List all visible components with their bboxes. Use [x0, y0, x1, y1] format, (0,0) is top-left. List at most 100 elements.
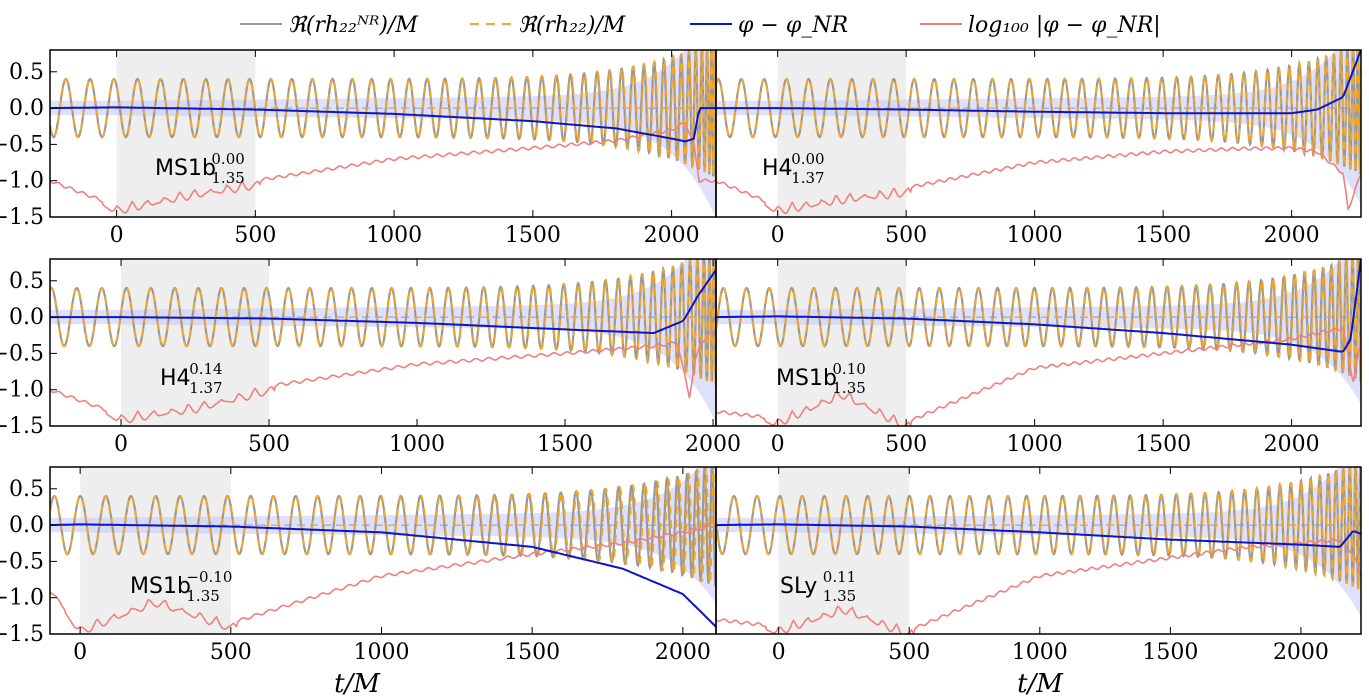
- log-error-line: [716, 537, 1361, 634]
- phase-difference-line: [716, 50, 1361, 115]
- y-tick-label: −0.5: [0, 549, 44, 574]
- panel-label: SLy 0.111.35: [780, 568, 856, 605]
- y-tick-label: −1.5: [0, 414, 44, 439]
- y-tick-label: 0.5: [9, 269, 44, 294]
- alignment-window: [80, 467, 231, 634]
- panels: 0.50.0−0.5−1.0−1.50500100015002000MS1b0.…: [0, 49, 1362, 665]
- x-tick-label: 2000: [1273, 640, 1329, 665]
- phase-difference-line: [50, 523, 716, 628]
- x-tick-label: 2000: [644, 223, 700, 248]
- x-tick-label: 500: [210, 640, 252, 665]
- x-tick-label: 0: [771, 223, 785, 248]
- plot-area: [50, 467, 716, 634]
- y-tick-label: 0.0: [9, 96, 44, 121]
- panel-2: 0 500 1000 1500 2000 H40.001.37: [715, 49, 1362, 248]
- y-tick-label: −1.0: [0, 378, 44, 403]
- legend-item: ℜ(rh₂₂)/M: [470, 13, 626, 38]
- model-waveform-line: [50, 467, 716, 585]
- model-waveform-line: [50, 259, 716, 386]
- legend-label: ℜ(rh₂₂ᴺᴿ)/M: [288, 13, 418, 38]
- log-error-line: [50, 524, 716, 633]
- panel-label-subscript: 1.35: [832, 379, 865, 397]
- y-tick-label: −1.0: [0, 169, 44, 194]
- y-tick-label: 0.0: [9, 513, 44, 538]
- y-tick-label: 0.5: [9, 60, 44, 85]
- x-tick-label: 2000: [685, 432, 741, 457]
- x-tick-label: 1000: [1007, 223, 1063, 248]
- panel-label-subscript: 1.35: [186, 587, 219, 605]
- alignment-window: [778, 467, 910, 634]
- panel-label-superscript: 0.14: [189, 360, 222, 378]
- alignment-window: [116, 50, 256, 217]
- y-tick-label: −0.5: [0, 341, 44, 366]
- x-tick-label: 1500: [504, 640, 560, 665]
- legend-label: φ − φ_NR: [738, 13, 848, 38]
- panel-label-superscript: 0.00: [791, 150, 824, 168]
- legend: ℜ(rh₂₂ᴺᴿ)/M ℜ(rh₂₂)/M φ − φ_NR log₁₀₀ |φ − …: [240, 13, 1161, 38]
- phase-difference-line: [716, 259, 1361, 353]
- x-tick-label: 500: [885, 432, 927, 457]
- panel-label-base: MS1b: [155, 156, 216, 181]
- x-tick-label: 1000: [389, 432, 445, 457]
- model-waveform-line: [716, 259, 1361, 381]
- model-waveform-line: [716, 50, 1361, 174]
- y-tick-label: −1.5: [0, 205, 44, 230]
- panel-1: 0.5 0.0 −0.5 −1.0 −1.5 0 500 1000 1500 2000 MS1b0.…: [0, 49, 717, 248]
- panel-label-superscript: 0.00: [211, 150, 244, 168]
- legend-item: ℜ(rh₂₂ᴺᴿ)/M: [240, 13, 418, 38]
- x-tick-label: 500: [888, 640, 930, 665]
- legend-label: ℜ(rh₂₂)/M: [518, 13, 626, 38]
- phase-difference-line: [50, 269, 716, 335]
- x-tick-label: 1500: [505, 223, 561, 248]
- panel-label-superscript: −0.10: [186, 568, 232, 586]
- log-error-line: [50, 328, 716, 424]
- legend-item: log₁₀₀ |φ − φ_NR|: [920, 13, 1161, 38]
- panel-label-base: SLy: [780, 574, 817, 599]
- panel-label: H40.141.37: [160, 360, 223, 397]
- x-tick-label: 1500: [537, 432, 593, 457]
- panel-frame: [715, 258, 1362, 427]
- x-tick-label: 1000: [353, 640, 409, 665]
- panel-label: MS1b−0.101.35: [130, 568, 232, 605]
- y-tick-label: 0.0: [9, 305, 44, 330]
- panel-5: 0.5 0.0 −0.5 −1.0 −1.5 0 500 1000 1500 2000 MS1b−0…: [0, 466, 717, 665]
- x-tick-label: 1000: [1012, 640, 1068, 665]
- panel-label: H40.001.37: [762, 150, 825, 187]
- y-tick-label: −0.5: [0, 132, 44, 157]
- x-tick-label: 500: [234, 223, 276, 248]
- x-tick-label: 0: [771, 432, 785, 457]
- panel-label-superscript: 0.11: [823, 568, 856, 586]
- plot-area: [50, 259, 716, 426]
- x-axis-label-left: t/M: [334, 669, 381, 699]
- panel-label-base: MS1b: [130, 574, 191, 599]
- panel-label-subscript: 1.35: [823, 587, 856, 605]
- log-error-line: [716, 145, 1361, 215]
- panel-label-subscript: 1.37: [791, 169, 824, 187]
- panel-label-subscript: 1.35: [211, 169, 244, 187]
- x-tick-label: 2000: [655, 640, 711, 665]
- x-axis-label-right: t/M: [1017, 669, 1064, 699]
- x-tick-label: 0: [73, 640, 87, 665]
- log-error-line: [716, 326, 1361, 426]
- x-tick-label: 500: [248, 432, 290, 457]
- panel-label-subscript: 1.37: [189, 379, 222, 397]
- x-tick-label: 0: [110, 223, 124, 248]
- y-tick-label: 0.5: [9, 477, 44, 502]
- x-tick-label: 2000: [1264, 432, 1320, 457]
- panel-label-base: H4: [160, 366, 191, 391]
- x-tick-label: 1500: [1135, 223, 1191, 248]
- panel-label-base: MS1b: [776, 366, 837, 391]
- panel-label-base: H4: [762, 156, 793, 181]
- plot-area: [716, 467, 1361, 634]
- panel-frame: [715, 49, 1362, 218]
- model-waveform-line: [50, 50, 716, 178]
- plot-area: [50, 50, 716, 217]
- x-tick-label: 500: [885, 223, 927, 248]
- x-tick-label: 1500: [1135, 432, 1191, 457]
- x-tick-label: 1500: [1142, 640, 1198, 665]
- x-tick-label: 0: [772, 640, 786, 665]
